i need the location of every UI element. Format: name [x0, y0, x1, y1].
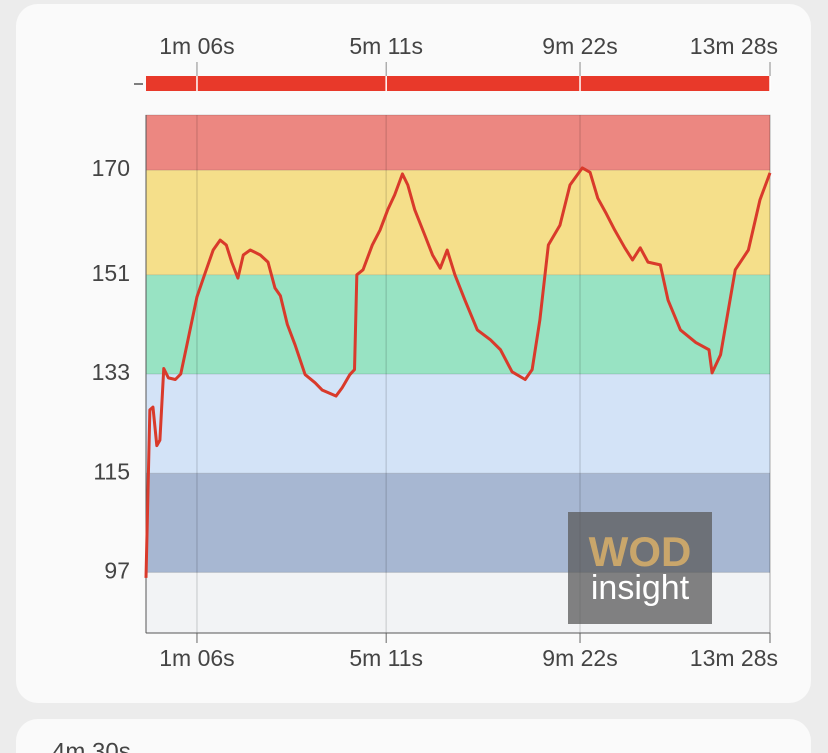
watermark-line2: insight — [591, 569, 690, 607]
y-tick-label: 151 — [92, 260, 130, 286]
x-tick-label-top: 13m 28s — [690, 33, 778, 59]
x-tick-label-top: 1m 06s — [159, 33, 234, 59]
next-card-label: 4m 30s — [52, 738, 131, 753]
plot-border — [145, 114, 771, 634]
x-tick-label: 9m 22s — [542, 645, 617, 671]
x-tick-label: 13m 28s — [690, 645, 778, 671]
summary-bar — [146, 76, 770, 91]
hr-zone — [146, 374, 770, 474]
y-tick-label: 97 — [104, 557, 130, 583]
y-tick-label: 170 — [92, 155, 130, 181]
hr-zone — [146, 115, 770, 171]
x-tick-label-top: 9m 22s — [542, 33, 617, 59]
plot: 97 115 133 151 170 1m 06s 1m 06s 5m 11s 5m 11s 9m… — [92, 33, 778, 671]
hr-line — [144, 166, 772, 578]
y-tick-label: 115 — [93, 458, 130, 484]
hr-zone — [146, 274, 770, 374]
next-card — [16, 719, 811, 753]
hr-zone — [146, 170, 770, 275]
watermark-line1: WOD — [589, 528, 692, 575]
x-tick-label-top: 5m 11s — [349, 33, 423, 59]
watermark-box — [568, 512, 712, 624]
x-tick-label: 1m 06s — [159, 645, 234, 671]
y-tick-label: 133 — [92, 359, 130, 385]
x-tick-label: 5m 11s — [349, 645, 423, 671]
